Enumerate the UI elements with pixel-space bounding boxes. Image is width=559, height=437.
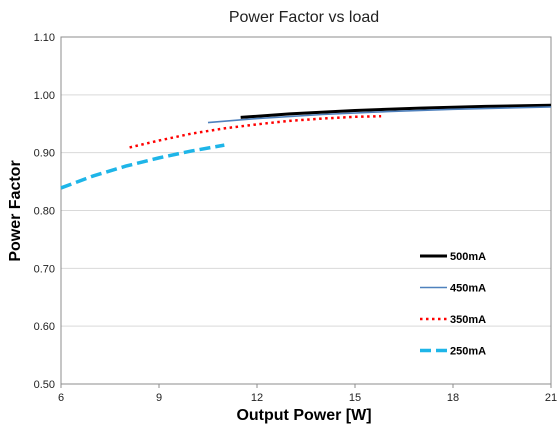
- chart-title: Power Factor vs load: [229, 9, 379, 26]
- series-lines: [60, 103, 552, 190]
- plot-area-frame: [60, 36, 552, 385]
- y-tick-label: 0.60: [34, 321, 55, 333]
- x-axis-title: Output Power [W]: [236, 407, 371, 424]
- legend-label-500ma: 500mA: [450, 251, 486, 263]
- x-tick-label: 6: [58, 392, 64, 404]
- x-tick-label: 18: [447, 392, 459, 404]
- x-tick-label: 9: [156, 392, 162, 404]
- legend-label-250ma: 250mA: [450, 346, 486, 358]
- y-tick-label: 0.70: [34, 263, 55, 275]
- x-axis-ticks: 6 9 12 15 18 21: [58, 384, 557, 404]
- series-line-450ma: [207, 106, 552, 124]
- series-line-500ma: [240, 103, 552, 119]
- series-line-250ma: [60, 143, 225, 190]
- y-tick-label: 1.10: [34, 32, 55, 44]
- y-axis-title: Power Factor: [7, 160, 24, 261]
- y-tick-label: 0.80: [34, 206, 55, 218]
- y-axis-ticks: 0.50 0.60 0.70 0.80 0.90 1.00 1.10: [34, 32, 55, 391]
- legend-label-450ma: 450mA: [450, 283, 486, 295]
- legend: 500mA 450mA 350mA 250mA: [420, 251, 486, 358]
- legend-label-350ma: 350mA: [450, 314, 486, 326]
- x-tick-label: 21: [545, 392, 557, 404]
- y-tick-label: 0.90: [34, 148, 55, 160]
- y-tick-label: 1.00: [34, 90, 55, 102]
- x-tick-label: 15: [349, 392, 361, 404]
- series-line-350ma: [129, 114, 382, 149]
- y-tick-label: 0.50: [34, 379, 55, 391]
- x-tick-label: 12: [251, 392, 263, 404]
